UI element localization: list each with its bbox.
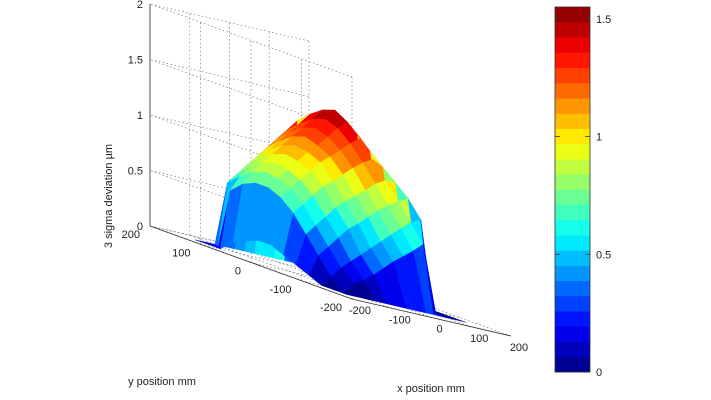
x-tick-label: -100 (389, 314, 411, 326)
colorbar-band (555, 83, 590, 99)
colorbar-band (555, 341, 590, 358)
y-tick-label: -100 (269, 284, 291, 296)
surface-patch (443, 315, 466, 323)
z-tick-label: 2 (137, 0, 143, 11)
colorbar-band (555, 250, 590, 266)
colorbar-band (555, 219, 590, 236)
colorbar: 0 0.5 1 1.5 (554, 6, 611, 379)
x-axis-label: x position mm (397, 383, 465, 395)
colorbar-band (555, 113, 590, 129)
colorbar-band (555, 280, 590, 297)
colorbar-band (555, 265, 590, 282)
colorbar-band (555, 37, 590, 53)
colorbar-band (555, 7, 590, 23)
colorbar-band (555, 143, 590, 160)
y-tick-label: 200 (122, 229, 140, 241)
y-axis-line (149, 225, 353, 300)
axes-front (149, 4, 512, 337)
colorbar-tick-label: 1 (596, 132, 602, 144)
colorbar-band (555, 22, 590, 38)
z-axis-label: 3 sigma deviation µm (103, 144, 115, 248)
colorbar-band (555, 174, 590, 190)
x-tick-label: -200 (349, 305, 371, 317)
x-tick-label: 100 (470, 333, 488, 345)
colorbar-band (555, 311, 590, 327)
colorbar-band (555, 159, 590, 175)
x-axis-line (351, 298, 512, 337)
colorbar-band (555, 67, 590, 84)
y-tick-label: -200 (320, 302, 342, 314)
z-tick-label: 1 (137, 110, 143, 122)
colorbar-band (555, 326, 590, 342)
surface-mesh (195, 109, 466, 323)
z-tick-label: 1.5 (128, 55, 143, 67)
colorbar-band (555, 235, 590, 251)
z-tick-label: 0.5 (128, 166, 143, 178)
colorbar-frame (554, 6, 591, 373)
x-tick-label: 200 (510, 342, 528, 354)
colorbar-band (555, 204, 590, 221)
x-tick-label: 0 (436, 324, 442, 336)
colorbar-band (555, 189, 590, 206)
colorbar-band (555, 295, 590, 312)
y-axis-label: y position mm (128, 376, 196, 388)
colorbar-tick-label: 0.5 (596, 249, 611, 261)
colorbar-band (555, 356, 590, 373)
colorbar-tick-label: 0 (596, 367, 602, 379)
y-tick-label: 0 (235, 266, 241, 278)
y-tick-label: 100 (172, 247, 190, 259)
colorbar-band (555, 128, 590, 145)
colorbar-tick-label: 1.5 (596, 14, 611, 26)
colorbar-band (555, 52, 590, 69)
z-tick-label: 0 (137, 221, 143, 233)
colorbar-band (555, 98, 590, 114)
